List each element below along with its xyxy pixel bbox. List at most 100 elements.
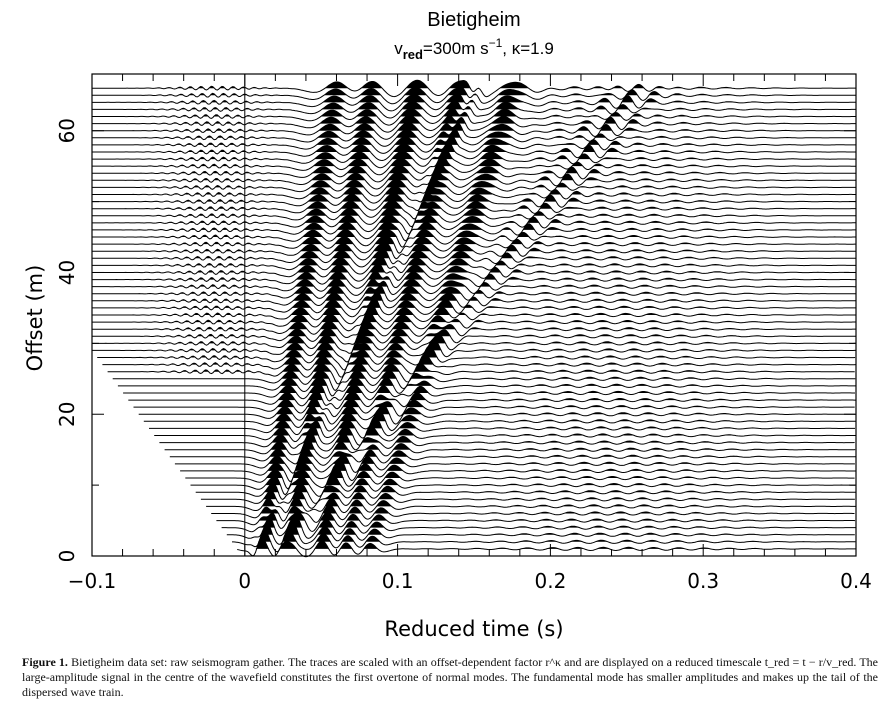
- trace-line: [92, 221, 856, 242]
- trace-fill: [221, 515, 856, 528]
- x-axis-label: Reduced time (s): [384, 617, 563, 641]
- trace-line: [107, 362, 855, 385]
- trace-fill: [92, 279, 856, 287]
- trace-line: [92, 296, 856, 318]
- trace-line: [92, 192, 857, 212]
- trace-line: [92, 262, 856, 282]
- trace-fill: [226, 520, 855, 535]
- trace-line: [92, 338, 856, 363]
- trace-fill: [92, 286, 856, 294]
- y-tick-label: 40: [55, 260, 79, 285]
- trace-fill: [164, 437, 856, 450]
- trace-fill: [97, 346, 856, 358]
- trace-line: [92, 86, 856, 105]
- caption-text: Bietigheim data set: raw seismogram gath…: [22, 655, 879, 699]
- trace-line: [138, 404, 856, 425]
- trace-line: [112, 370, 856, 391]
- trace-fill: [92, 80, 856, 89]
- trace-line: [128, 390, 856, 410]
- trace-line: [92, 316, 856, 339]
- y-tick-label: 0: [55, 550, 79, 563]
- trace-line: [92, 147, 856, 169]
- trace-line: [92, 270, 856, 289]
- x-tick-label: −0.1: [68, 569, 117, 593]
- trace-line: [206, 496, 856, 514]
- plot-frame: [91, 73, 857, 557]
- trace-fill: [232, 529, 856, 542]
- trace-line: [92, 135, 856, 154]
- trace-fill: [216, 512, 856, 521]
- trace-line: [92, 168, 856, 190]
- x-tick-label: 0.4: [840, 569, 872, 593]
- trace-line: [92, 235, 856, 254]
- trace-line: [117, 377, 856, 397]
- trace-fill: [92, 222, 856, 230]
- trace-fill: [195, 483, 856, 493]
- seismogram-figure: Bietigheim vred=300m s−1, κ=1.9 −0.1 0 0.1…: [23, 9, 872, 641]
- x-tick-label: 0.2: [534, 569, 566, 593]
- x-axis-ticks: −0.1 0 0.1 0.2 0.3 0.4: [68, 74, 872, 593]
- trace-line: [92, 228, 856, 248]
- seismic-traces: [92, 79, 857, 558]
- trace-line: [232, 528, 856, 553]
- y-axis-label: Offset (m): [23, 265, 47, 372]
- figure-caption: Figure 1. Bietigheim data set: raw seism…: [22, 655, 878, 700]
- trace-line: [149, 416, 855, 439]
- trace-line: [92, 160, 856, 183]
- trace-fill: [143, 409, 856, 422]
- trace-line: [92, 290, 856, 311]
- trace-line: [92, 200, 856, 220]
- x-tick-label: 0.1: [382, 569, 414, 593]
- trace-line: [133, 397, 855, 418]
- trace-line: [159, 430, 855, 452]
- trace-fill: [92, 334, 856, 344]
- trace-fill: [169, 444, 856, 457]
- trace-fill: [92, 141, 856, 152]
- trace-fill: [211, 504, 855, 514]
- trace-fill: [92, 229, 856, 237]
- trace-line: [92, 184, 856, 204]
- trace-line: [123, 383, 855, 402]
- trace-fill: [92, 291, 856, 301]
- trace-line: [92, 141, 856, 162]
- trace-line: [92, 207, 856, 228]
- trace-fill: [92, 200, 856, 209]
- trace-line: [92, 176, 856, 197]
- trace-line: [143, 408, 856, 432]
- trace-fill: [138, 404, 856, 415]
- trace-line: [92, 309, 856, 332]
- trace-fill: [237, 537, 856, 549]
- trace-fill: [92, 185, 856, 195]
- trace-line: [92, 248, 856, 268]
- trace-line: [92, 79, 856, 98]
- trace-line: [195, 482, 856, 504]
- trace-line: [169, 443, 856, 466]
- chart-subtitle: vred=300m s−1, κ=1.9: [394, 36, 554, 62]
- trace-line: [92, 122, 856, 140]
- x-tick-label: 0: [238, 569, 251, 593]
- trace-line: [216, 511, 856, 532]
- y-tick-label: 20: [55, 402, 79, 427]
- trace-line: [92, 242, 856, 261]
- trace-line: [92, 302, 856, 325]
- trace-line: [92, 128, 856, 147]
- trace-line: [180, 458, 856, 483]
- trace-line: [102, 353, 856, 378]
- trace-line: [92, 93, 856, 112]
- trace-fill: [92, 177, 856, 188]
- trace-line: [92, 285, 856, 304]
- trace-line: [185, 464, 855, 490]
- trace-line: [92, 107, 856, 126]
- trace-fill: [92, 214, 856, 223]
- trace-line: [92, 324, 856, 345]
- trace-fill: [133, 397, 855, 408]
- trace-line: [97, 345, 856, 371]
- trace-line: [226, 519, 855, 545]
- y-tick-label: 60: [55, 118, 79, 143]
- trace-line: [92, 214, 856, 235]
- trace-line: [237, 536, 856, 558]
- trace-line: [164, 436, 856, 459]
- trace-line: [92, 333, 856, 354]
- trace-fill: [190, 473, 856, 486]
- trace-line: [154, 424, 856, 446]
